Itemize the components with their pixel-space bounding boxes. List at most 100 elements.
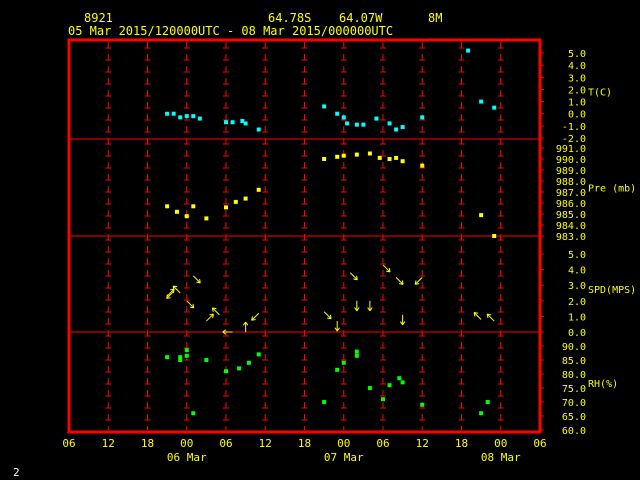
wind-arrow-head: [166, 297, 171, 299]
wind-arrow-head: [196, 281, 201, 284]
x-day-label: 07 Mar: [324, 451, 364, 464]
humidity-point: [184, 353, 189, 358]
wind-arrow-shaft: [473, 312, 482, 320]
wind-arrow-shaft: [166, 288, 175, 297]
humidity-point: [191, 411, 196, 416]
wind-arrow-head: [222, 331, 227, 335]
x-tick-label: 18: [298, 437, 311, 450]
humidity-point: [381, 397, 385, 402]
temperature-point: [224, 120, 228, 125]
panel-name-label: T(C): [588, 87, 612, 98]
humidity-point: [178, 355, 183, 360]
y-tick-label: 983.0: [556, 232, 586, 243]
humidity-point: [335, 367, 340, 372]
temperature-point: [374, 116, 379, 121]
pressure-point: [204, 216, 209, 221]
x-tick-label: 12: [102, 437, 115, 450]
wind-arrow-shaft: [172, 285, 181, 294]
temperature-point: [341, 115, 346, 120]
page-number: 2: [13, 466, 20, 479]
marks-layer: [165, 48, 497, 416]
wind-arrow-shaft: [212, 307, 220, 316]
wind-arrow-head: [189, 306, 194, 309]
pressure-point: [224, 205, 228, 210]
wind-arrow-head: [251, 316, 253, 321]
x-tick-label: 12: [416, 437, 429, 450]
y-tick-label: 990.0: [556, 155, 586, 166]
humidity-point: [397, 376, 402, 381]
wind-arrow-head: [486, 313, 489, 319]
humidity-point: [400, 380, 405, 385]
station-elevation: 8M: [428, 11, 443, 25]
humidity-point: [485, 400, 490, 404]
humidity-point: [178, 358, 183, 362]
x-tick-label: 18: [455, 437, 468, 450]
x-tick-label: 06: [219, 437, 232, 450]
x-tick-label: 00: [337, 437, 350, 450]
wind-arrow: [166, 291, 175, 299]
temperature-point: [354, 122, 359, 127]
wind-arrow-shaft: [166, 291, 175, 299]
wind-arrow-head: [172, 285, 175, 291]
y-tick-label: 70.0: [562, 398, 586, 409]
temperature-point: [387, 121, 392, 126]
pressure-point: [341, 153, 346, 158]
temperature-point: [345, 121, 350, 126]
wind-arrow-head: [356, 307, 360, 312]
x-tick-label: 06: [62, 437, 75, 450]
wind-arrow-head: [192, 303, 195, 308]
wind-arrow-shaft: [349, 272, 358, 281]
y-tick-label: 4.0: [568, 266, 586, 277]
pressure-point: [479, 213, 484, 218]
wind-arrow: [382, 264, 391, 273]
temperature-point: [361, 122, 366, 127]
pressure-point: [377, 155, 382, 160]
wind-arrow-head: [222, 329, 227, 333]
temperature-point: [197, 116, 202, 121]
wind-arrow: [242, 321, 249, 332]
x-tick-label: 00: [494, 437, 507, 450]
wind-arrow-head: [402, 321, 406, 326]
y-tick-label: -2.0: [562, 134, 586, 145]
y-tick-label: 0.0: [568, 110, 586, 121]
wind-arrow: [414, 277, 423, 285]
wind-arrow-head: [251, 319, 256, 321]
temperature-point: [322, 104, 327, 109]
temperature-point: [171, 111, 176, 116]
wind-arrow-head: [388, 267, 391, 273]
wind-arrow-head: [212, 313, 214, 319]
grid-layer: [69, 42, 544, 431]
pressure-point: [174, 209, 179, 214]
wind-arrow-head: [414, 280, 417, 285]
wind-arrow-head: [245, 321, 249, 326]
pressure-point: [256, 187, 261, 192]
humidity-point: [184, 348, 189, 353]
y-tick-label: 60.0: [562, 426, 586, 437]
y-tick-label: 5.0: [568, 250, 586, 261]
wind-arrow-head: [329, 314, 332, 319]
pressure-point: [400, 159, 405, 164]
temperature-point: [256, 127, 261, 132]
temperature-point: [335, 111, 340, 116]
wind-arrow: [334, 321, 340, 332]
wind-arrow: [206, 313, 214, 322]
pressure-point: [165, 204, 170, 209]
wind-arrow: [251, 312, 260, 321]
y-tick-label: 984.0: [556, 221, 586, 232]
y-tick-label: 85.0: [562, 356, 586, 367]
wind-arrow-head: [487, 313, 492, 316]
temperature-point: [178, 115, 183, 120]
wind-arrow: [222, 329, 233, 335]
pressure-point: [191, 204, 196, 209]
wind-arrow: [399, 314, 406, 326]
wind-arrow-shaft: [206, 313, 214, 322]
y-tick-label: 90.0: [562, 342, 586, 353]
pressure-point: [354, 152, 359, 157]
y-tick-label: 3.0: [568, 73, 586, 84]
wind-arrow-head: [166, 294, 168, 299]
pressure-point: [335, 154, 340, 159]
temperature-point: [240, 119, 245, 123]
temperature-point: [184, 114, 189, 119]
wind-arrow-shaft: [323, 311, 332, 320]
